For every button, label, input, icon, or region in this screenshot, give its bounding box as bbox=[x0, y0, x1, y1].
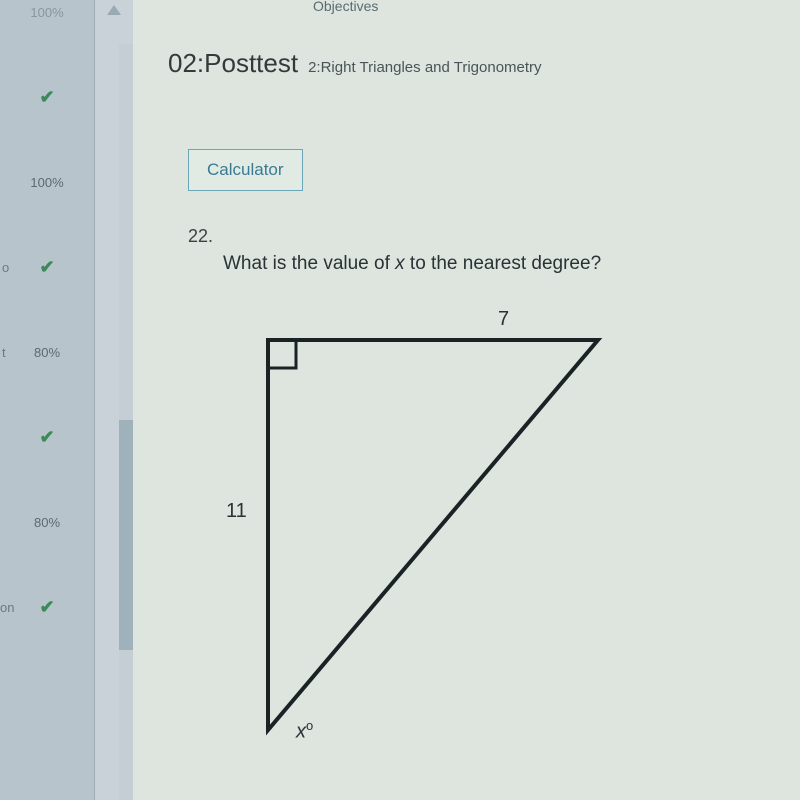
angle-label: xo bbox=[296, 718, 313, 744]
check-icon: ✔ bbox=[39, 257, 54, 278]
score-row: t 80% bbox=[0, 310, 94, 395]
score-row: on ✔ bbox=[0, 565, 94, 650]
score-value: 80% bbox=[34, 345, 60, 360]
side-label-top: 7 bbox=[498, 308, 509, 331]
score-row: ✔ bbox=[0, 55, 94, 140]
triangle-svg bbox=[228, 310, 648, 740]
triangle-shape bbox=[268, 340, 598, 730]
question-text: What is the value of x to the nearest de… bbox=[223, 253, 780, 275]
right-angle-icon bbox=[268, 340, 296, 368]
score-row: ✔ bbox=[0, 395, 94, 480]
sidebar-scores: 100% ✔ 100% o ✔ t 80% ✔ 80% on ✔ bbox=[0, 0, 95, 800]
main-content: Objectives 02:Posttest 2:Right Triangles… bbox=[133, 0, 800, 800]
side-label-left: 11 bbox=[226, 500, 247, 523]
scroll-up-icon bbox=[107, 5, 121, 15]
score-value: 100% bbox=[30, 5, 63, 20]
check-icon: ✔ bbox=[39, 87, 54, 108]
score-row: 100% bbox=[0, 140, 94, 225]
tab-objectives[interactable]: Objectives bbox=[313, 0, 378, 14]
page-subtitle: 2:Right Triangles and Trigonometry bbox=[308, 59, 541, 76]
check-icon: ✔ bbox=[39, 597, 54, 618]
check-icon: ✔ bbox=[39, 427, 54, 448]
question-number: 22. bbox=[188, 226, 780, 247]
score-row: o ✔ bbox=[0, 225, 94, 310]
row-prefix: o bbox=[2, 260, 9, 275]
triangle-figure: 7 11 xo bbox=[228, 310, 648, 740]
score-row: 100% bbox=[0, 0, 94, 55]
sidebar-scrollbar-thumb[interactable] bbox=[119, 420, 133, 650]
page-title-row: 02:Posttest 2:Right Triangles and Trigon… bbox=[168, 48, 780, 79]
score-value: 80% bbox=[34, 515, 60, 530]
calculator-button[interactable]: Calculator bbox=[188, 149, 303, 191]
score-value: 100% bbox=[30, 175, 63, 190]
page-title: 02:Posttest bbox=[168, 48, 298, 79]
score-row: 80% bbox=[0, 480, 94, 565]
row-prefix: t bbox=[2, 345, 6, 360]
row-prefix: on bbox=[0, 600, 14, 615]
